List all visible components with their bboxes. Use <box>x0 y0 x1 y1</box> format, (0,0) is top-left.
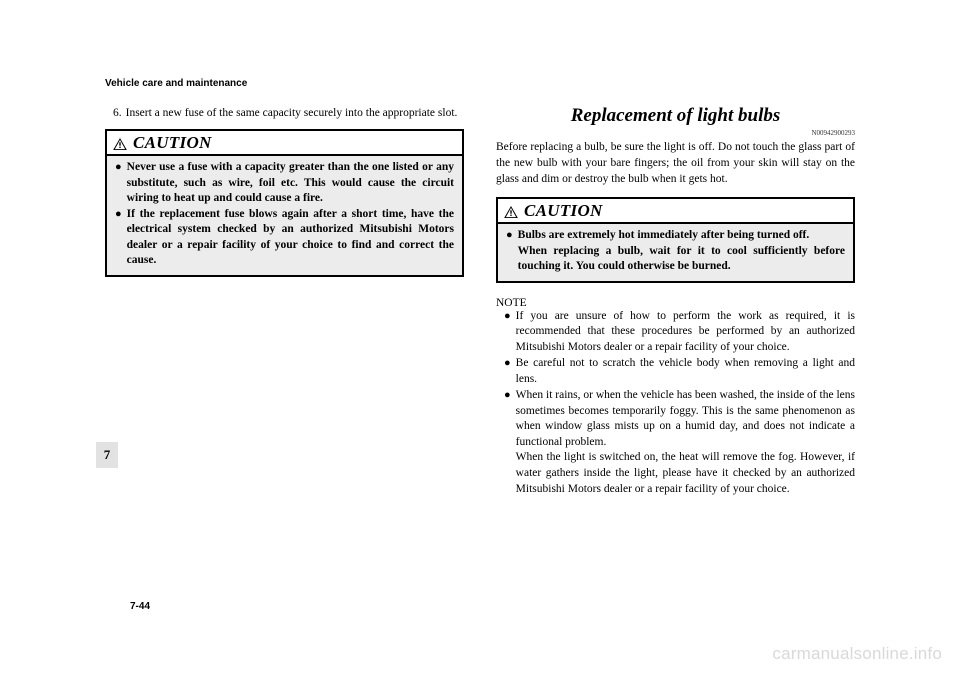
caution-title: CAUTION <box>524 201 603 221</box>
caution-box-right: CAUTION ● Bulbs are extremely hot immedi… <box>496 197 855 283</box>
note-label: NOTE <box>496 297 855 309</box>
caution-item: ● If the replacement fuse blows again af… <box>115 207 454 269</box>
warning-icon <box>504 205 518 217</box>
note-text: If you are unsure of how to perform the … <box>516 309 855 356</box>
caution-box-left: CAUTION ● Never use a fuse with a capaci… <box>105 129 464 277</box>
bullet-icon: ● <box>504 356 511 387</box>
note-list: ● If you are unsure of how to perform th… <box>496 309 855 497</box>
warning-icon <box>113 137 127 149</box>
left-column: 6. Insert a new fuse of the same capacit… <box>105 105 464 498</box>
caution-header: CAUTION <box>107 131 462 156</box>
step-text: Insert a new fuse of the same capacity s… <box>126 105 464 121</box>
step-6: 6. Insert a new fuse of the same capacit… <box>105 105 464 121</box>
caution-item: ● Never use a fuse with a capacity great… <box>115 160 454 207</box>
right-column: Replacement of light bulbs N00942900293 … <box>496 105 855 498</box>
bullet-icon: ● <box>504 309 511 356</box>
page-header: Vehicle care and maintenance <box>105 78 855 89</box>
note-item: ● Be careful not to scratch the vehicle … <box>496 356 855 387</box>
bullet-icon: ● <box>504 388 511 497</box>
step-number: 6. <box>113 105 122 121</box>
caution-text: Bulbs are extremely hot immediately afte… <box>518 228 845 275</box>
caution-body: ● Never use a fuse with a capacity great… <box>107 156 462 275</box>
caution-title: CAUTION <box>133 133 212 153</box>
caution-item: ● Bulbs are extremely hot immediately af… <box>506 228 845 275</box>
bullet-icon: ● <box>115 160 122 207</box>
caution-text: Never use a fuse with a capacity greater… <box>127 160 454 207</box>
caution-text: If the replacement fuse blows again afte… <box>127 207 454 269</box>
note-item: ● If you are unsure of how to perform th… <box>496 309 855 356</box>
intro-paragraph: Before replacing a bulb, be sure the lig… <box>496 139 855 187</box>
page-number: 7-44 <box>130 601 150 612</box>
chapter-tab: 7 <box>96 442 118 468</box>
note-text: When it rains, or when the vehicle has b… <box>516 388 855 497</box>
caution-header: CAUTION <box>498 199 853 224</box>
note-item: ● When it rains, or when the vehicle has… <box>496 388 855 497</box>
watermark: carmanualsonline.info <box>772 644 942 664</box>
document-code: N00942900293 <box>496 129 855 137</box>
manual-page: Vehicle care and maintenance 6. Insert a… <box>0 0 960 678</box>
content-columns: 6. Insert a new fuse of the same capacit… <box>105 105 855 498</box>
note-text: Be careful not to scratch the vehicle bo… <box>516 356 855 387</box>
caution-body: ● Bulbs are extremely hot immediately af… <box>498 224 853 281</box>
bullet-icon: ● <box>115 207 122 269</box>
bullet-icon: ● <box>506 228 513 275</box>
section-title: Replacement of light bulbs <box>496 105 855 127</box>
